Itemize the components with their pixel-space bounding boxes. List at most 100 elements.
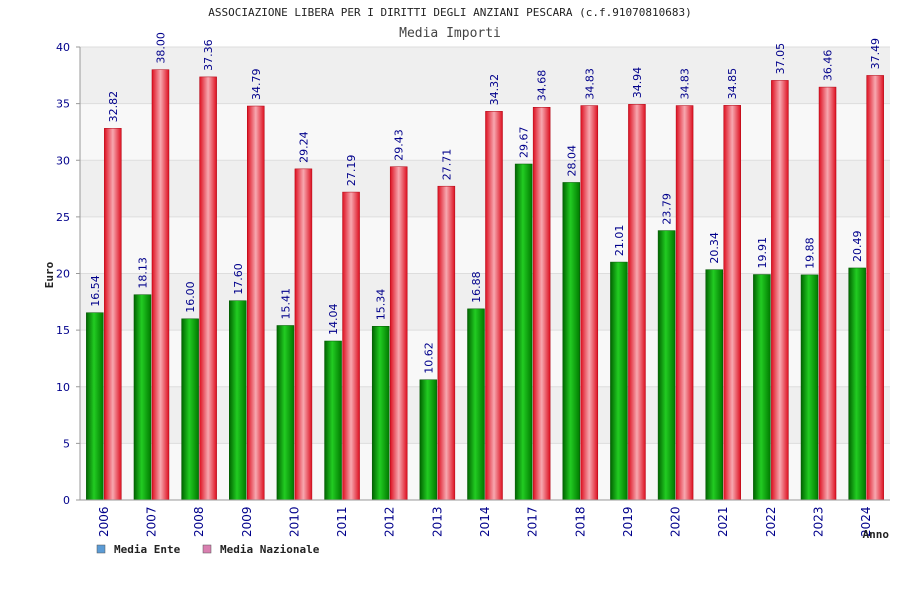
x-tick-label-2010: 2010 bbox=[287, 506, 301, 537]
x-tick-label-2022: 2022 bbox=[764, 506, 778, 537]
bar-media-ente-2020 bbox=[657, 230, 676, 501]
x-tick-label-2017: 2017 bbox=[526, 506, 540, 537]
value-label-ente-2022: 19.91 bbox=[756, 237, 769, 269]
y-axis-ticks: 0 5 10 15 20 25 30 35 40 bbox=[56, 41, 80, 507]
bar-media-nazionale-2013 bbox=[437, 185, 456, 501]
value-label-nazionale-2010: 29.24 bbox=[297, 131, 310, 163]
bar-media-nazionale-2017 bbox=[532, 106, 551, 501]
x-axis-label: Anno bbox=[863, 528, 890, 541]
value-label-ente-2017: 29.67 bbox=[518, 126, 531, 158]
bar-media-nazionale-2010 bbox=[294, 168, 313, 501]
value-label-nazionale-2013: 27.71 bbox=[440, 149, 453, 181]
bar-media-ente-2013 bbox=[419, 379, 438, 501]
bar-media-ente-2022 bbox=[753, 274, 771, 501]
value-label-nazionale-2022: 37.05 bbox=[774, 43, 787, 75]
bar-media-ente-2009 bbox=[229, 300, 247, 501]
value-label-nazionale-2020: 34.83 bbox=[679, 68, 692, 100]
value-label-ente-2018: 28.04 bbox=[565, 145, 578, 177]
x-tick-label-2021: 2021 bbox=[716, 506, 730, 537]
legend: Media Ente Media Nazionale bbox=[96, 543, 320, 556]
bar-media-nazionale-2011 bbox=[342, 191, 360, 501]
value-label-nazionale-2011: 27.19 bbox=[345, 155, 358, 187]
chart-subtitle: Media Importi bbox=[399, 26, 501, 41]
chart-title: ASSOCIAZIONE LIBERA PER I DIRITTI DEGLI … bbox=[208, 6, 691, 19]
value-label-nazionale-2009: 34.79 bbox=[250, 69, 263, 101]
bar-media-nazionale-2014 bbox=[485, 111, 503, 501]
bar-media-ente-2024 bbox=[848, 267, 866, 501]
value-label-nazionale-2008: 37.36 bbox=[202, 39, 215, 71]
value-label-ente-2008: 16.00 bbox=[184, 281, 197, 313]
y-tick-label: 15 bbox=[56, 324, 70, 337]
legend-swatch-nazionale bbox=[202, 544, 212, 554]
bar-media-ente-2010 bbox=[276, 325, 295, 501]
x-tick-label-2020: 2020 bbox=[669, 506, 683, 537]
value-label-nazionale-2021: 34.85 bbox=[726, 68, 739, 100]
value-label-ente-2006: 16.54 bbox=[89, 275, 102, 307]
x-tick-label-2008: 2008 bbox=[192, 506, 206, 537]
x-tick-label-2012: 2012 bbox=[383, 506, 397, 537]
value-label-ente-2013: 10.62 bbox=[422, 342, 435, 374]
bar-media-nazionale-2024 bbox=[866, 75, 884, 501]
x-tick-label-2019: 2019 bbox=[621, 506, 635, 537]
bar-media-ente-2008 bbox=[181, 318, 199, 501]
x-tick-label-2023: 2023 bbox=[812, 506, 826, 537]
value-label-ente-2009: 17.60 bbox=[232, 263, 245, 295]
y-axis-label: Euro bbox=[43, 261, 56, 288]
value-label-ente-2010: 15.41 bbox=[279, 288, 292, 320]
value-label-nazionale-2014: 34.32 bbox=[488, 74, 501, 106]
bar-media-ente-2021 bbox=[705, 269, 723, 501]
bar-media-ente-2006 bbox=[86, 312, 104, 501]
bar-media-nazionale-2006 bbox=[104, 128, 122, 501]
x-tick-label-2006: 2006 bbox=[97, 506, 111, 537]
x-tick-label-2014: 2014 bbox=[478, 506, 492, 537]
value-label-ente-2023: 19.88 bbox=[804, 237, 817, 269]
bar-media-ente-2019 bbox=[610, 261, 628, 501]
value-label-ente-2011: 14.04 bbox=[327, 303, 340, 335]
x-tick-label-2009: 2009 bbox=[240, 506, 254, 537]
bar-media-ente-2007 bbox=[133, 294, 152, 501]
bar-media-ente-2023 bbox=[800, 274, 819, 501]
x-tick-label-2011: 2011 bbox=[335, 506, 349, 537]
value-label-ente-2021: 20.34 bbox=[708, 232, 721, 264]
x-tick-label-2007: 2007 bbox=[144, 506, 158, 537]
x-tick-label-2024: 2024 bbox=[859, 506, 873, 537]
y-tick-label: 20 bbox=[56, 268, 70, 281]
value-label-nazionale-2017: 34.68 bbox=[536, 70, 549, 102]
bar-media-nazionale-2008 bbox=[199, 76, 217, 501]
bar-media-nazionale-2009 bbox=[247, 105, 265, 501]
value-label-nazionale-2007: 38.00 bbox=[154, 32, 167, 64]
bar-media-nazionale-2022 bbox=[771, 80, 789, 501]
value-label-nazionale-2019: 34.94 bbox=[631, 67, 644, 99]
bar-media-ente-2012 bbox=[371, 326, 390, 501]
bar-media-nazionale-2019 bbox=[628, 104, 646, 501]
value-label-ente-2020: 23.79 bbox=[661, 193, 674, 225]
y-tick-label: 10 bbox=[56, 381, 70, 394]
value-label-nazionale-2024: 37.49 bbox=[869, 38, 882, 70]
value-labels: 16.54 32.82 18.13 38.00 16.00 37.36 17.60 34.79… bbox=[89, 32, 882, 374]
y-tick-label: 40 bbox=[56, 41, 70, 54]
bar-media-nazionale-2007 bbox=[151, 69, 170, 501]
bar-media-nazionale-2021 bbox=[723, 105, 741, 501]
x-tick-label-2013: 2013 bbox=[430, 506, 444, 537]
bar-media-ente-2014 bbox=[467, 308, 485, 501]
y-tick-label: 30 bbox=[56, 154, 70, 167]
bars bbox=[86, 69, 884, 501]
bar-media-ente-2011 bbox=[324, 340, 342, 501]
value-label-ente-2007: 18.13 bbox=[136, 257, 149, 289]
bar-media-ente-2018 bbox=[562, 182, 581, 501]
bar-media-ente-2017 bbox=[514, 163, 533, 501]
legend-label-nazionale: Media Nazionale bbox=[220, 543, 320, 556]
legend-label-ente: Media Ente bbox=[114, 543, 181, 556]
value-label-ente-2024: 20.49 bbox=[851, 230, 864, 262]
value-label-ente-2014: 16.88 bbox=[470, 271, 483, 303]
value-label-nazionale-2018: 34.83 bbox=[583, 68, 596, 100]
bar-media-nazionale-2018 bbox=[580, 105, 599, 501]
value-label-ente-2019: 21.01 bbox=[613, 225, 626, 257]
value-label-nazionale-2012: 29.43 bbox=[393, 129, 406, 161]
bar-media-nazionale-2012 bbox=[389, 166, 408, 501]
legend-swatch-ente bbox=[96, 544, 106, 554]
value-label-nazionale-2023: 36.46 bbox=[822, 50, 835, 82]
y-tick-label: 5 bbox=[63, 437, 70, 450]
bar-media-nazionale-2023 bbox=[818, 86, 837, 501]
